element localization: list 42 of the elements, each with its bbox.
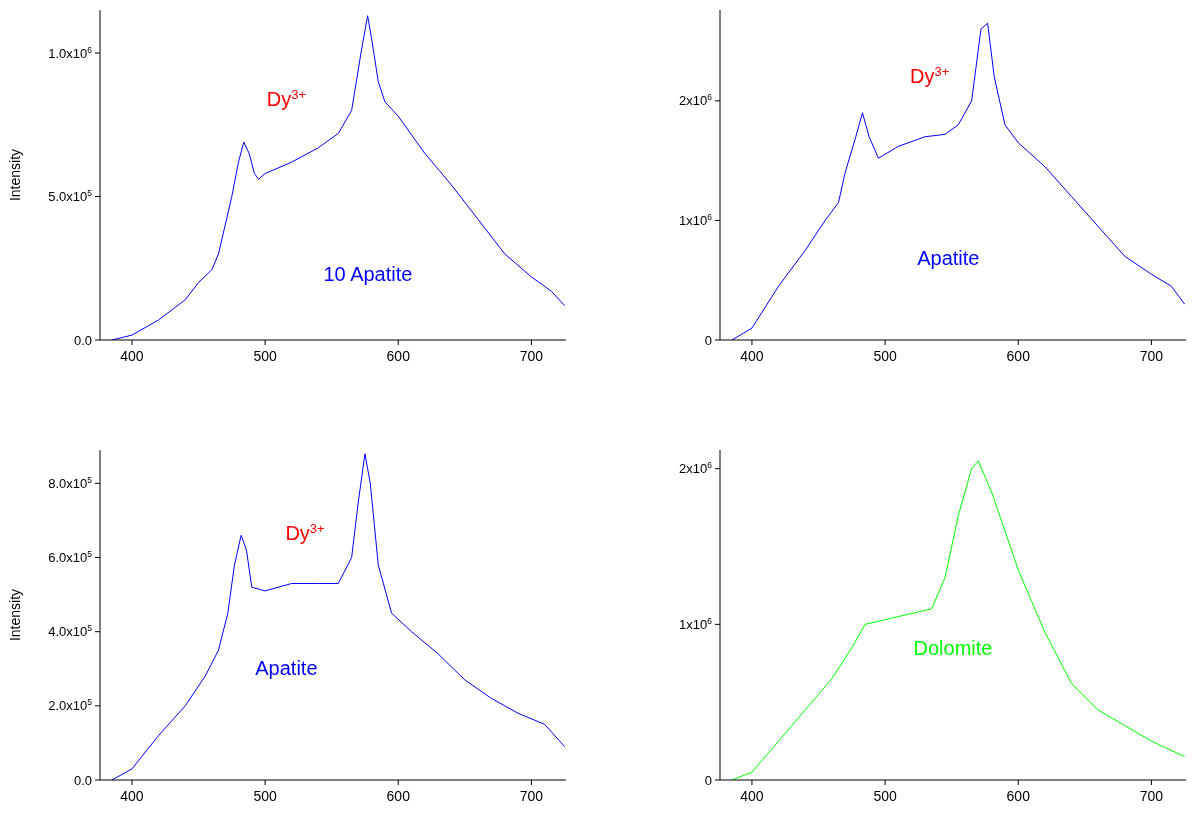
y-tick-label: 2x10$^{6}$ <box>679 460 713 477</box>
y-tick-label: 0.0 <box>73 772 92 788</box>
x-tick-label: 500 <box>873 348 897 364</box>
x-tick-label: 700 <box>1139 788 1164 804</box>
annotation: Dy$^{3+}$ <box>910 63 950 87</box>
x-tick-label: 700 <box>1139 348 1164 364</box>
y-tick-label: 2x10$^{6}$ <box>679 92 713 109</box>
x-tick-label: 400 <box>120 788 144 804</box>
annotation: Dolomite <box>913 637 993 659</box>
annotation: Dy$^{3+}$ <box>285 520 325 544</box>
x-tick-label: 600 <box>1006 348 1031 364</box>
y-tick-label: 1.0x10$^{6}$ <box>48 44 93 61</box>
x-tick-label: 600 <box>386 788 411 804</box>
x-tick-label: 400 <box>740 788 764 804</box>
y-tick-label: 2.0x10$^{5}$ <box>48 697 93 714</box>
line-series <box>731 460 1186 780</box>
x-tick-label: 600 <box>1006 788 1031 804</box>
y-tick-label: 5.0x10$^{5}$ <box>48 188 93 205</box>
line-series <box>111 453 566 780</box>
y-tick-label: 0 <box>704 772 712 788</box>
y-tick-label: 1x10$^{6}$ <box>679 615 713 632</box>
x-tick-label: 400 <box>740 348 764 364</box>
x-tick-label: 400 <box>120 348 144 364</box>
y-tick-label: 8.0x10$^{5}$ <box>48 474 93 491</box>
x-tick-label: 500 <box>253 788 277 804</box>
y-axis-title: Intensity <box>7 148 23 202</box>
annotation: Dy$^{3+}$ <box>266 86 307 111</box>
annotation: Apatite <box>917 246 980 269</box>
x-tick-label: 700 <box>519 788 544 804</box>
line-series <box>731 22 1186 340</box>
y-tick-label: 1x10$^{6}$ <box>679 211 713 228</box>
y-tick-label: 6.0x10$^{5}$ <box>48 549 93 566</box>
y-axis-title: Intensity <box>7 588 23 642</box>
y-tick-label: 0 <box>704 332 712 348</box>
x-tick-label: 500 <box>253 348 277 364</box>
y-tick-label: 4.0x10$^{5}$ <box>48 623 93 640</box>
x-tick-label: 500 <box>873 788 897 804</box>
annotation: 10 Apatite <box>323 263 413 285</box>
annotation: Apatite <box>255 656 318 679</box>
x-tick-label: 600 <box>386 348 411 364</box>
x-tick-label: 700 <box>519 348 544 364</box>
y-tick-label: 0.0 <box>73 332 92 348</box>
